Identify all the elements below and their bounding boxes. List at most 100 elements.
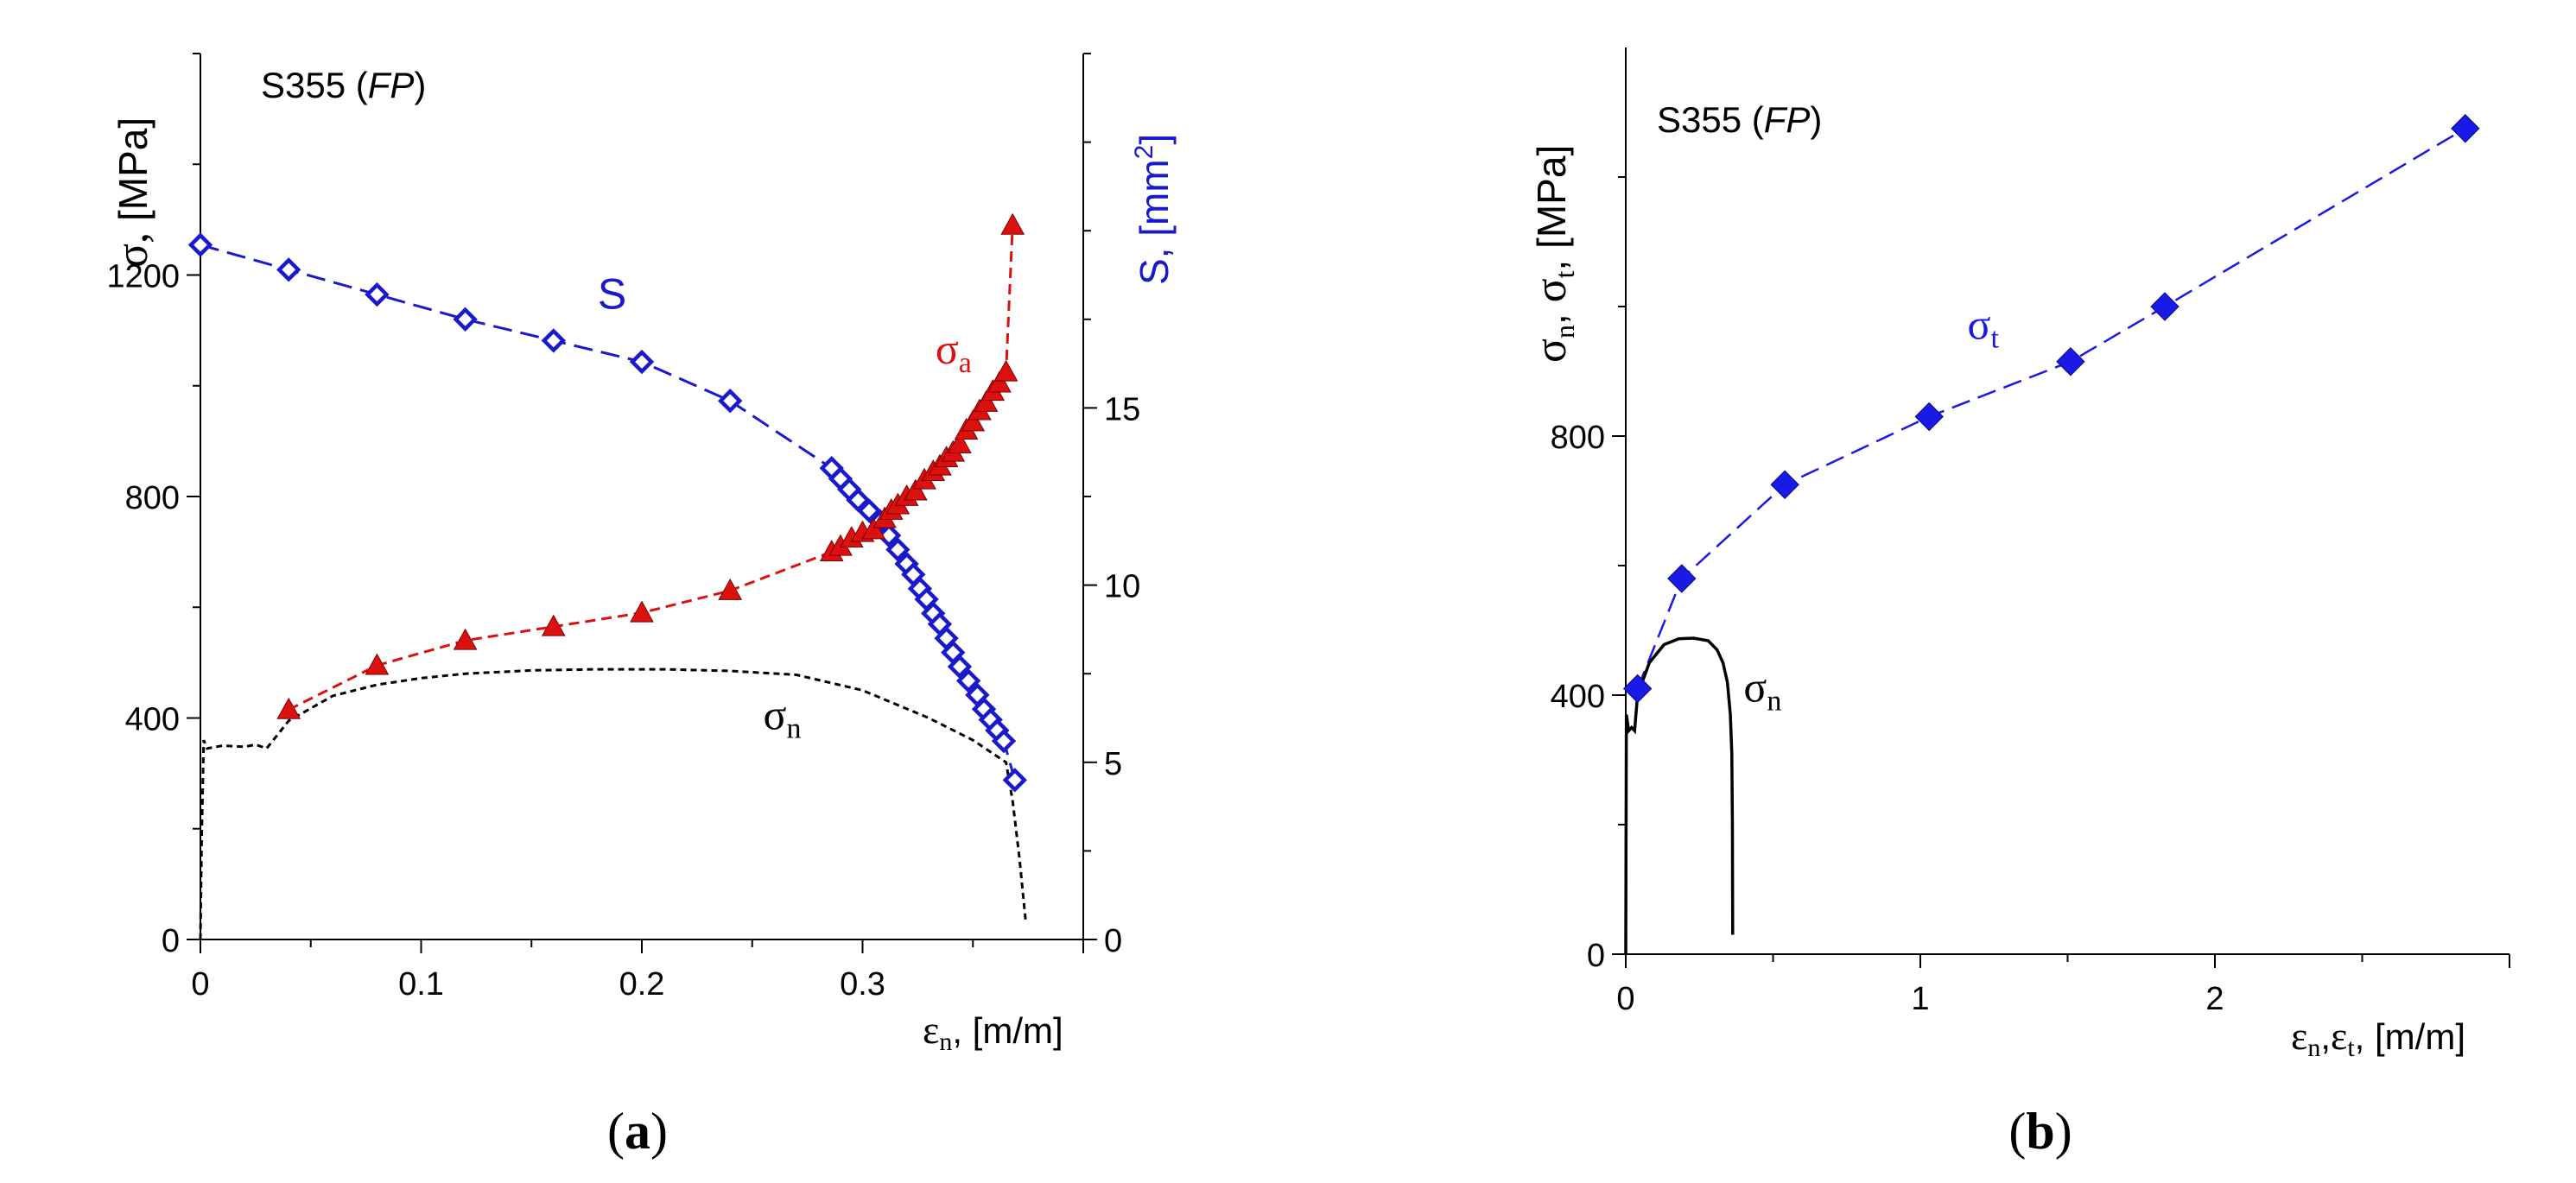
data-point-s [187,232,213,257]
panel-a-ylabel-right-close: ] [1132,134,1177,145]
panel-b-caption-open: ( [2008,1103,2026,1160]
data-point-sigma-a [993,359,1018,382]
panel-b-ylabel-sym2: σ [1526,278,1576,302]
panel-b-xlabel-sym2: ε [2331,1014,2347,1058]
panel-a-curves [199,225,1028,940]
panel-a-xtick-label: 0.1 [398,966,444,1003]
panel-b-ylabel-sym1: σ [1526,338,1576,363]
panel-a-ytick-right-label: 10 [1104,569,1140,605]
panel-a-ylabel-right-text: S, [mm [1132,159,1177,285]
data-point-sigma-a [974,389,999,412]
panel-b-xlabel-sub2: t [2347,1034,2355,1062]
series-line-b-sigma-t [1636,127,2466,689]
panel-a-ytick-left-label: 0 [162,923,180,959]
series-label-sigma-n-sym: σ [764,690,787,738]
panel-a-ylabel-right-sup: 2 [1130,145,1158,160]
panel-a-ytick-left-label: 400 [125,702,180,738]
panel-b-ylabel-sub1: n [1549,325,1580,338]
series-label-sigma-n: σn [764,690,802,744]
series-label-sigma-n-b-sym: σ [1743,663,1767,712]
panel-a-ylabel-right: S, [mm2] [1130,134,1177,285]
panel-a-title-material: S355 ( [261,65,368,105]
data-point-s [947,654,973,680]
panel-a-ytick-left-label: 1200 [106,259,180,295]
series-label-sigma-n-b-sub: n [1767,686,1781,718]
panel-a-caption-close: ) [650,1103,668,1160]
panel-a-title-italic: FP [368,65,415,105]
panel-b-caption: (b) [2008,1103,2072,1160]
data-point-b-sigma-t [2150,292,2179,321]
panel-b-axes [1612,47,2510,968]
panel-b-markers [1622,114,2480,704]
panel-b-xlabel-sym1: ε [2291,1014,2307,1058]
panel-a-markers [187,212,1027,793]
data-point-b-sigma-t [1770,470,1799,499]
data-point-s [541,328,566,353]
panel-a-title-close: ) [414,65,426,105]
panel-a-xlabel-sym: ε [923,1008,939,1052]
data-point-s [718,389,743,414]
data-point-s [955,668,981,693]
panel-b-caption-close: ) [2055,1103,2072,1160]
data-point-s [1002,768,1027,793]
panel-b-xtick-label: 1 [1911,981,1929,1017]
series-label-sigma-a: σa [936,325,972,379]
series-line-sigma-n [199,667,1028,940]
data-point-sigma-a [541,614,566,636]
data-point-b-sigma-t [1914,402,1944,432]
series-line-b-sigma-n [1624,636,1735,955]
panel-a-ytick-right-label: 15 [1104,391,1140,427]
series-label-sigma-n-sub: n [786,712,801,744]
panel-b-xlabel-sub1: n [2307,1034,2320,1062]
data-point-sigma-a [630,600,654,623]
panel-b-curves [1624,127,2466,955]
panel-b-ytick-label: 0 [1587,938,1605,974]
panel-a: 0 400 800 1200 0 5 10 15 0 0.1 0.2 0.3 S355 (FP) σ,… [106,53,1177,1160]
panel-b-ylabel-sub2: t [1549,270,1580,278]
panel-b-xlabel: εn,εt, [m/m] [2291,1014,2465,1062]
data-point-sigma-a [987,370,1012,393]
data-point-s [991,728,1017,754]
data-point-b-sigma-t [1622,674,1653,704]
data-point-sigma-a [961,409,986,432]
data-point-s [885,537,910,562]
panel-a-ylabel-left: σ, [MPa] [108,117,157,268]
panel-b-title-close: ) [1810,99,1822,140]
panel-a-ylabel-left-unit: [MPa] [111,117,155,221]
data-point-s [365,282,390,307]
series-label-S: S [598,269,626,318]
panel-a-caption: (a) [607,1103,668,1160]
series-label-sigma-t-sub: t [1991,323,2000,355]
series-line-sigma-a [288,225,1014,712]
panel-b-tick-labels: 0 400 800 0 1 2 [1551,420,2224,1017]
data-point-sigma-a [861,517,886,540]
panel-a-axes [187,53,1097,953]
data-point-b-sigma-t [2056,347,2085,376]
data-point-sigma-a [453,628,478,650]
series-label-sigma-n-b: σn [1743,663,1781,718]
panel-b-ylabel: σn, σt, [MPa] [1526,145,1580,363]
series-label-sigma-a-sub: a [959,347,972,379]
panel-a-xlabel-sub: n [939,1028,952,1056]
data-point-s [276,257,301,282]
panel-b-xtick-label: 0 [1616,981,1634,1017]
panel-a-caption-letter: a [625,1103,650,1160]
data-point-sigma-a [903,478,928,501]
series-label-sigma-a-sym: σ [936,325,959,373]
panel-b-ytick-label: 400 [1551,679,1605,715]
panel-a-title: S355 (FP) [261,65,426,105]
panel-b-xtick-label: 2 [2205,981,2224,1017]
panel-b-ytick-label: 800 [1551,420,1605,456]
data-point-s [629,349,655,375]
data-point-sigma-a [718,578,743,600]
panel-b-title: S355 (FP) [1657,99,1822,140]
data-point-sigma-a [948,432,972,453]
panel-a-xtick-label: 0 [191,966,209,1003]
panel-b-xlabel-comma: , [2320,1016,2331,1057]
panel-b-xlabel-unit: , [m/m] [2355,1016,2465,1057]
data-point-sigma-a [276,697,301,719]
panel-b-title-italic: FP [1764,99,1811,140]
data-point-b-sigma-t [2451,114,2480,143]
